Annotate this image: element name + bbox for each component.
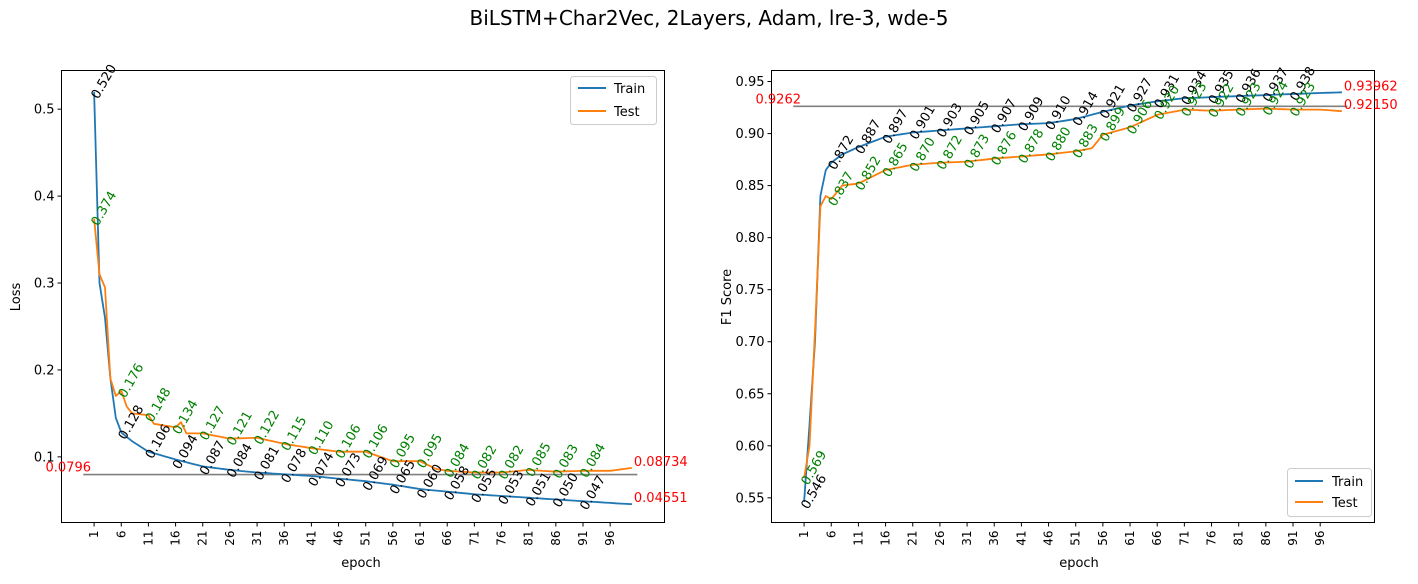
f1-y-tick-label: 0.70 [736, 335, 765, 350]
f1-x-tick-label: 61 [1123, 531, 1137, 546]
loss-legend-train-label: Train [613, 82, 645, 97]
loss-legend-test-label: Test [613, 105, 640, 120]
f1-x-tick-label: 21 [906, 531, 920, 546]
loss-x-tick-label: 81 [522, 531, 536, 546]
f1-y-tick-label: 0.90 [736, 127, 765, 142]
f1-x-tick-label: 66 [1150, 531, 1164, 546]
loss-y-tick-label: 0.2 [34, 363, 55, 378]
f1-x-tick-label: 76 [1205, 531, 1219, 546]
loss-x-tick-label: 46 [332, 531, 346, 546]
loss-x-tick-label: 11 [141, 531, 155, 546]
loss-x-tick-label: 91 [576, 531, 590, 546]
f1-x-tick-label: 91 [1286, 531, 1300, 546]
loss-x-tick-label: 6 [114, 531, 128, 539]
f1-y-tick-label: 0.95 [736, 75, 765, 90]
f1-x-tick-label: 11 [851, 531, 865, 546]
f1-x-tick-label: 26 [933, 531, 947, 546]
loss-y-axis-label: Loss [9, 283, 24, 312]
loss-x-tick-label: 61 [413, 531, 427, 546]
loss-x-tick-label: 51 [359, 531, 373, 546]
loss-test-line [93, 218, 633, 474]
f1-x-tick-label: 1 [797, 531, 811, 539]
loss-x-tick-label: 71 [467, 531, 481, 546]
loss-x-tick-label: 41 [304, 531, 318, 546]
f1-chart: F1 Score epoch 1 6 11 16 21 26 31 36 41 46 51 56 61 6… [720, 64, 1398, 571]
f1-x-tick-label: 31 [960, 531, 974, 546]
loss-final-test-label: 0.08734 [634, 455, 688, 470]
f1-x-tick-label: 86 [1259, 531, 1273, 546]
f1-x-tick-label: 71 [1177, 531, 1191, 546]
f1-test-line [803, 107, 1342, 479]
f1-y-tick-label: 0.65 [736, 387, 765, 402]
f1-y-tick-label: 0.80 [736, 231, 765, 246]
f1-y-tick-label: 0.75 [736, 283, 765, 298]
loss-chart: Loss epoch 1 6 11 16 21 26 31 36 41 46 51 56 61 66 71 7… [9, 62, 688, 571]
f1-final-train-label: 0.93962 [1344, 79, 1398, 94]
loss-train-line [93, 91, 632, 506]
loss-x-tick-label: 86 [549, 531, 563, 546]
f1-x-tick-label: 81 [1232, 531, 1246, 546]
f1-y-tick-label: 0.85 [736, 179, 765, 194]
f1-legend: Train Test [1287, 468, 1372, 517]
f1-x-tick-label: 96 [1313, 531, 1327, 546]
f1-y-tick-label: 0.55 [736, 491, 765, 506]
loss-y-tick-label: 0.3 [34, 277, 55, 292]
f1-legend-train-label: Train [1331, 475, 1363, 490]
f1-final-test-label: 0.92150 [1344, 98, 1398, 113]
f1-x-axis-label: epoch [1059, 556, 1099, 571]
f1-y-tick-label: 0.60 [736, 439, 765, 454]
loss-x-tick-label: 76 [495, 531, 509, 546]
loss-x-tick-label: 26 [223, 531, 237, 546]
f1-reference-value-label: 0.9262 [756, 92, 802, 107]
loss-x-tick-label: 56 [386, 531, 400, 546]
loss-y-tick-label: 0.5 [34, 103, 55, 118]
f1-x-tick-label: 6 [824, 531, 838, 539]
loss-x-tick-label: 16 [169, 531, 183, 546]
loss-x-tick-label: 96 [603, 531, 617, 546]
f1-train-line [803, 91, 1342, 503]
loss-legend: Train Test [570, 76, 657, 125]
loss-y-tick-label: 0.4 [34, 190, 55, 205]
f1-x-tick-label: 51 [1069, 531, 1083, 546]
f1-x-tick-label: 16 [879, 531, 893, 546]
loss-x-tick-label: 21 [196, 531, 210, 546]
f1-legend-test-label: Test [1331, 496, 1358, 511]
loss-x-tick-label: 36 [277, 531, 291, 546]
f1-x-tick-label: 41 [1014, 531, 1028, 546]
f1-y-axis-label: F1 Score [720, 269, 735, 325]
loss-y-tick-label: 0.1 [34, 450, 55, 465]
f1-x-tick-label: 46 [1042, 531, 1056, 546]
loss-x-axis-label: epoch [341, 556, 381, 571]
loss-x-tick-label: 31 [250, 531, 264, 546]
loss-final-train-label: 0.04551 [634, 491, 688, 506]
loss-x-tick-label: 1 [87, 531, 101, 539]
f1-plot-frame [771, 70, 1375, 523]
f1-x-tick-label: 56 [1096, 531, 1110, 546]
f1-x-tick-label: 36 [987, 531, 1001, 546]
loss-x-tick-label: 66 [440, 531, 454, 546]
loss-reference-value-label: 0.0796 [46, 461, 92, 476]
loss-plot-frame [61, 70, 665, 523]
figure-title: BiLSTM+Char2Vec, 2Layers, Adam, lre-3, w… [469, 6, 948, 30]
